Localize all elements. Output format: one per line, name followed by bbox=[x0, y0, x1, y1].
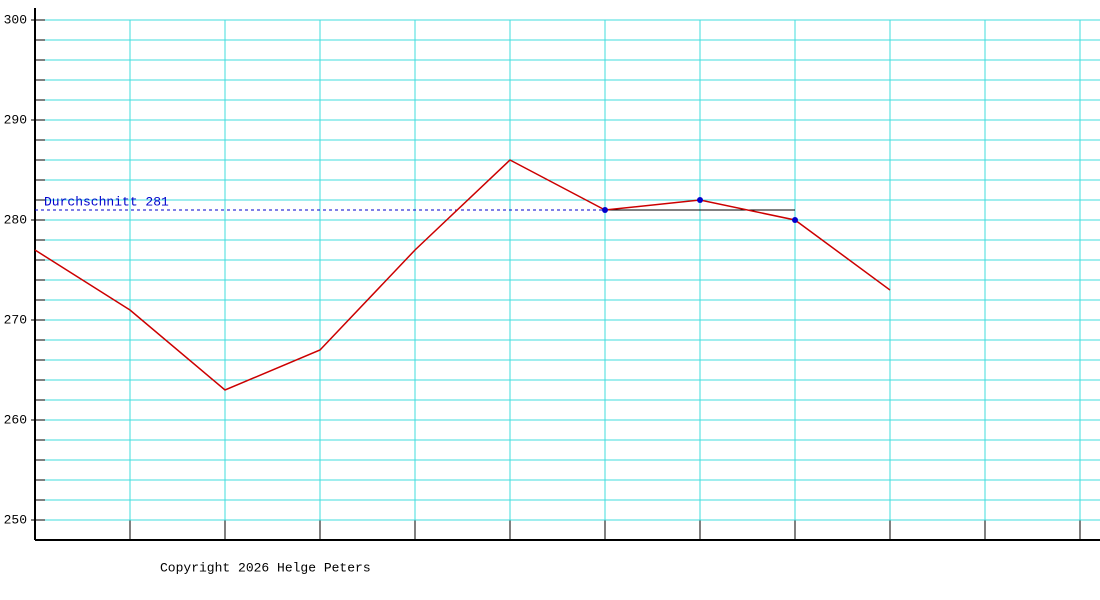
point-marker bbox=[602, 207, 608, 213]
series-line bbox=[34, 159, 891, 391]
average-label: Durchschnitt 281 bbox=[44, 194, 169, 209]
y-tick-label: 300 bbox=[4, 12, 27, 27]
y-tick-label: 270 bbox=[4, 312, 27, 327]
point-marker bbox=[792, 217, 798, 223]
point-marker bbox=[697, 197, 703, 203]
y-tick-label: 260 bbox=[4, 412, 27, 427]
footer: Copyright 2026 Helge Peters bbox=[160, 560, 371, 575]
y-tick-label: 280 bbox=[4, 212, 27, 227]
y-tick-label: 290 bbox=[4, 112, 27, 127]
y-tick-label: 250 bbox=[4, 512, 27, 527]
